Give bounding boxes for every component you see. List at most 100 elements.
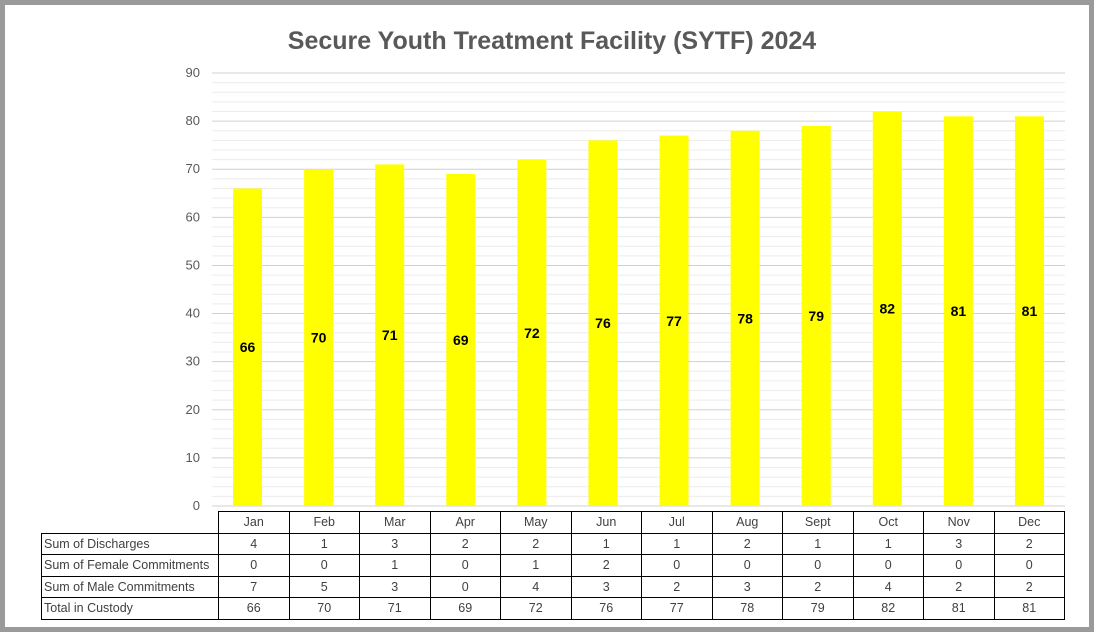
table-cell: 7 — [218, 575, 290, 598]
bar — [659, 135, 689, 507]
table-cell: 72 — [500, 597, 572, 620]
table-cell: 3 — [359, 575, 431, 598]
table-cell: 0 — [782, 554, 854, 577]
table-cell: 2 — [711, 532, 783, 555]
table-cell: 0 — [288, 554, 360, 577]
table-cell: 76 — [570, 597, 642, 620]
table-cell: 70 — [288, 597, 360, 620]
table-cell: 2 — [641, 575, 713, 598]
bar — [943, 116, 973, 507]
x-tick-label: Nov — [923, 511, 995, 534]
table-cell: 2 — [500, 532, 572, 555]
bar — [872, 111, 902, 506]
table-cell: 0 — [852, 554, 924, 577]
bar — [730, 130, 760, 506]
x-tick-label: May — [500, 511, 572, 534]
table-cell: 71 — [359, 597, 431, 620]
table-cell: 69 — [429, 597, 501, 620]
bar — [517, 159, 547, 506]
data-label: 69 — [453, 332, 469, 348]
data-label: 79 — [808, 308, 824, 324]
y-tick-label: 40 — [186, 306, 200, 321]
x-tick-label: Apr — [429, 511, 501, 534]
table-cell: 79 — [782, 597, 854, 620]
data-label: 71 — [382, 327, 398, 343]
table-cell: 0 — [923, 554, 995, 577]
bar — [588, 140, 618, 506]
y-tick-label: 10 — [186, 450, 200, 465]
table-cell: 0 — [429, 575, 501, 598]
table-row: Sum of Female Commitments 0 0 1 0 1 2 0 0 0 0 0 0 — [41, 554, 1065, 577]
table-cell: 1 — [288, 532, 360, 555]
data-label: 76 — [595, 315, 611, 331]
data-label: 72 — [524, 325, 540, 341]
x-tick-label: Sept — [782, 511, 854, 534]
data-label: 78 — [737, 310, 753, 326]
table-cell: 1 — [852, 532, 924, 555]
y-tick-label: 50 — [186, 257, 200, 272]
y-tick-label: 0 — [193, 498, 200, 513]
y-tick-label: 20 — [186, 402, 200, 417]
table-cell: 2 — [993, 575, 1065, 598]
table-cell: 3 — [711, 575, 783, 598]
data-table: Jan Feb Mar Apr May Jun Jul Aug Sept Oct Nov Dec Sum… — [41, 511, 1065, 620]
chart-title: Secure Youth Treatment Facility (SYTF) 2… — [287, 27, 817, 55]
table-cell: 0 — [641, 554, 713, 577]
table-cell: 3 — [359, 532, 431, 555]
table-row: Sum of Male Commitments 7 5 3 0 4 3 2 3 2 4 2 2 — [41, 575, 1065, 598]
x-tick-label: Feb — [288, 511, 360, 534]
table-row: Sum of Discharges 4 1 3 2 2 1 1 2 1 1 3 2 — [41, 532, 1065, 555]
table-cell: 1 — [641, 532, 713, 555]
table-cell: 3 — [570, 575, 642, 598]
x-tick-label: Aug — [711, 511, 783, 534]
y-tick-label: 90 — [186, 65, 200, 80]
table-cell: 81 — [993, 597, 1065, 620]
table-corner — [41, 511, 219, 533]
table-cell: 2 — [923, 575, 995, 598]
table-cell: 5 — [288, 575, 360, 598]
row-label: Total in Custody — [41, 597, 219, 620]
table-cell: 77 — [641, 597, 713, 620]
table-cell: 1 — [500, 554, 572, 577]
x-tick-label: Jun — [570, 511, 642, 534]
table-cell: 1 — [359, 554, 431, 577]
table-header-row: Jan Feb Mar Apr May Jun Jul Aug Sept Oct Nov Dec — [41, 511, 1065, 534]
table-cell: 4 — [218, 532, 290, 555]
table-cell: 66 — [218, 597, 290, 620]
table-row: Total in Custody 66 70 71 69 72 76 77 78 79 82 81 81 — [41, 597, 1065, 620]
bar — [446, 174, 476, 507]
data-label: 82 — [880, 301, 896, 317]
row-label: Sum of Discharges — [41, 532, 219, 555]
table-cell: 0 — [218, 554, 290, 577]
y-tick-label: 30 — [186, 354, 200, 369]
data-label: 81 — [951, 303, 967, 319]
table-cell: 81 — [923, 597, 995, 620]
table-cell: 4 — [852, 575, 924, 598]
table-cell: 0 — [429, 554, 501, 577]
table-cell: 0 — [993, 554, 1065, 577]
y-tick-label: 70 — [186, 161, 200, 176]
table-cell: 78 — [711, 597, 783, 620]
table-cell: 1 — [570, 532, 642, 555]
data-label: 81 — [1022, 303, 1038, 319]
bar — [304, 169, 334, 506]
row-label: Sum of Male Commitments — [41, 575, 219, 598]
bar — [801, 125, 831, 506]
y-tick-label: 80 — [186, 113, 200, 128]
bar — [375, 164, 405, 506]
data-label: 66 — [240, 339, 256, 355]
x-tick-label: Jul — [641, 511, 713, 534]
table-cell: 2 — [782, 575, 854, 598]
table-cell: 82 — [852, 597, 924, 620]
row-label: Sum of Female Commitments — [41, 554, 219, 577]
table-cell: 4 — [500, 575, 572, 598]
bar — [233, 188, 263, 506]
x-tick-label: Mar — [359, 511, 431, 534]
x-tick-label: Jan — [218, 511, 290, 534]
table-cell: 2 — [570, 554, 642, 577]
bar — [1014, 116, 1044, 507]
x-tick-label: Dec — [993, 511, 1065, 534]
table-cell: 2 — [993, 532, 1065, 555]
y-tick-label: 60 — [186, 209, 200, 224]
